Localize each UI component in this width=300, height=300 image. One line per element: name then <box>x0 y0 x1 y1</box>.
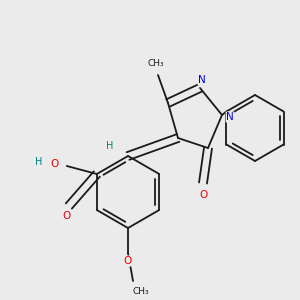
Text: O: O <box>124 256 132 266</box>
Text: O: O <box>199 190 207 200</box>
Text: CH₃: CH₃ <box>133 286 149 296</box>
Text: O: O <box>63 211 71 221</box>
Text: O: O <box>51 159 59 169</box>
Text: N: N <box>226 112 234 122</box>
Text: H: H <box>106 141 114 151</box>
Text: CH₃: CH₃ <box>148 58 164 68</box>
Text: H: H <box>35 157 43 167</box>
Text: N: N <box>198 75 206 85</box>
